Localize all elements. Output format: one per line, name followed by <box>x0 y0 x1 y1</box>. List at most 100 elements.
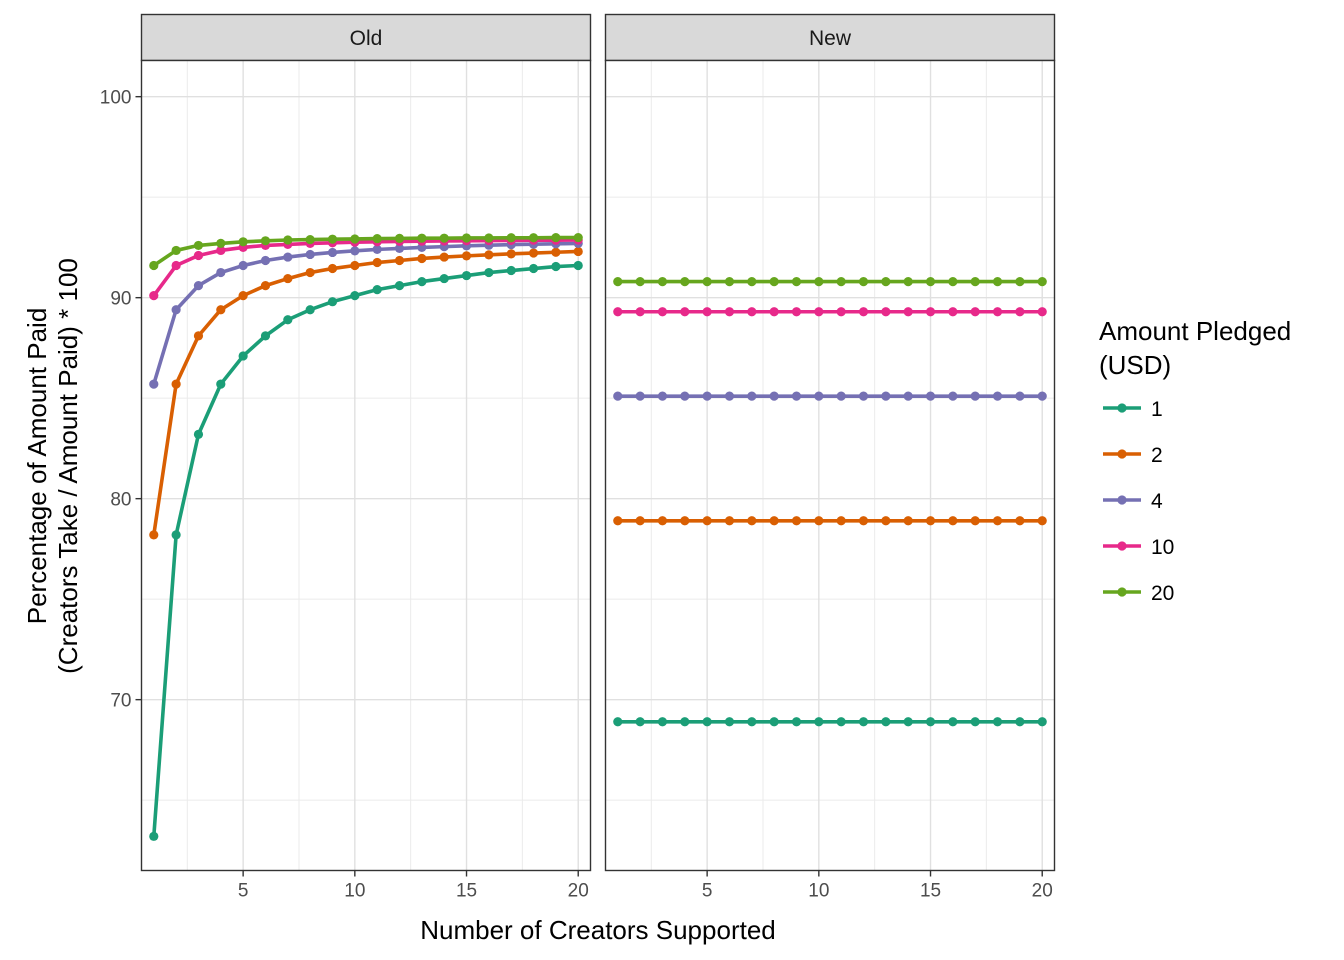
data-point-old-20-10 <box>350 234 360 244</box>
data-point-new-20-1 <box>613 276 623 287</box>
data-point-new-20-20 <box>1037 276 1047 287</box>
data-point-new-20-9 <box>791 276 802 287</box>
data-point-new-20-15 <box>925 276 936 287</box>
legend-label-1: 1 <box>1151 398 1163 421</box>
y-axis-title-line-1: Percentage of Amount Paid <box>22 308 52 625</box>
data-point-old-20-16 <box>484 233 494 243</box>
data-point-old-1-13 <box>417 276 427 287</box>
data-point-new-20-2 <box>635 276 645 287</box>
y-axis: 70 80 90 100 <box>100 88 142 712</box>
data-point-old-2-20 <box>573 246 583 257</box>
data-point-old-2-10 <box>350 260 360 271</box>
data-point-old-1-19 <box>551 261 561 272</box>
data-point-new-2-19 <box>1015 516 1025 526</box>
data-point-old-2-8 <box>305 267 315 278</box>
data-point-old-2-1 <box>149 530 159 540</box>
data-point-old-10-1 <box>149 291 159 301</box>
data-point-old-20-7 <box>283 235 293 245</box>
series-new <box>613 276 1047 727</box>
data-point-old-2-15 <box>461 251 472 261</box>
data-point-new-1-15 <box>925 717 936 727</box>
data-point-new-4-6 <box>724 391 735 401</box>
x-tick-label: 5 <box>238 881 249 902</box>
panel-old: Old <box>140 13 592 872</box>
data-point-old-1-11 <box>372 285 382 295</box>
data-point-old-10-3 <box>193 250 204 261</box>
data-point-new-20-7 <box>747 276 757 287</box>
data-point-new-2-3 <box>657 516 668 526</box>
data-point-new-1-18 <box>992 717 1003 727</box>
data-point-new-1-7 <box>747 717 757 727</box>
data-point-new-1-17 <box>970 717 980 727</box>
data-point-new-2-20 <box>1037 516 1047 526</box>
data-point-old-4-9 <box>327 247 338 258</box>
data-point-new-20-18 <box>992 276 1003 287</box>
data-point-new-20-14 <box>903 276 913 287</box>
data-point-old-2-7 <box>283 273 293 284</box>
data-point-new-10-3 <box>657 307 668 317</box>
data-point-old-20-11 <box>372 233 382 244</box>
data-point-old-20-12 <box>394 233 405 243</box>
legend-key-point-1 <box>1117 403 1127 413</box>
data-point-new-1-16 <box>948 717 958 727</box>
y-tick-label: 100 <box>100 88 132 109</box>
x-axis-old: 5 10 15 20 <box>238 870 589 902</box>
data-point-new-20-3 <box>657 276 668 287</box>
data-point-old-2-12 <box>394 255 405 266</box>
data-point-old-2-2 <box>171 379 181 389</box>
legend-title-line-1: Amount Pledged <box>1099 316 1291 346</box>
data-point-new-10-18 <box>992 307 1003 317</box>
data-point-new-4-20 <box>1037 391 1047 401</box>
data-point-old-20-2 <box>171 245 181 256</box>
legend-label-10: 10 <box>1151 536 1174 559</box>
data-point-old-20-9 <box>327 234 338 244</box>
data-point-new-2-16 <box>948 516 958 526</box>
data-point-new-10-19 <box>1015 307 1025 317</box>
data-point-new-1-3 <box>657 717 668 727</box>
series-old <box>149 232 583 841</box>
grid-new <box>605 60 1055 871</box>
data-point-old-4-8 <box>305 249 315 260</box>
data-point-new-4-8 <box>769 391 779 401</box>
data-point-new-1-13 <box>881 717 891 727</box>
data-point-new-20-12 <box>858 276 869 287</box>
data-point-new-1-1 <box>613 717 623 727</box>
data-point-old-2-16 <box>484 250 494 260</box>
data-point-new-2-1 <box>613 516 623 526</box>
data-point-new-4-9 <box>791 391 802 401</box>
panel-new-background <box>605 60 1055 871</box>
data-point-old-20-1 <box>149 260 159 271</box>
data-point-old-1-12 <box>394 281 405 291</box>
legend-key-point-4 <box>1117 495 1127 505</box>
x-tick-label: 10 <box>344 881 365 902</box>
legend-title-line-2: (USD) <box>1099 350 1171 380</box>
data-point-new-1-11 <box>836 717 846 727</box>
legend-label-2: 2 <box>1151 444 1163 467</box>
data-point-new-20-17 <box>970 276 980 287</box>
data-point-new-2-2 <box>635 516 645 526</box>
data-point-new-10-9 <box>791 307 802 317</box>
data-point-new-4-16 <box>948 391 958 401</box>
data-point-new-10-10 <box>814 307 824 317</box>
data-point-new-1-6 <box>724 717 735 727</box>
legend-label-4: 4 <box>1151 490 1163 513</box>
data-point-new-4-12 <box>858 391 869 401</box>
data-point-new-2-4 <box>680 516 690 526</box>
x-tick-label: 20 <box>1032 881 1053 902</box>
data-point-new-20-16 <box>948 276 958 287</box>
data-point-new-20-11 <box>836 276 846 287</box>
strip-old-background <box>140 13 592 62</box>
data-point-old-20-6 <box>260 236 271 246</box>
x-tick-label: 20 <box>568 881 589 902</box>
data-point-old-2-14 <box>439 252 449 262</box>
data-point-old-20-4 <box>216 238 226 249</box>
data-point-new-2-11 <box>836 516 846 526</box>
data-point-old-10-2 <box>171 260 181 271</box>
data-point-new-10-7 <box>747 307 757 317</box>
data-point-new-2-18 <box>992 516 1003 526</box>
data-point-new-1-19 <box>1015 717 1025 727</box>
data-point-new-1-12 <box>858 717 869 727</box>
data-point-old-4-3 <box>193 281 204 291</box>
data-point-new-10-17 <box>970 307 980 317</box>
